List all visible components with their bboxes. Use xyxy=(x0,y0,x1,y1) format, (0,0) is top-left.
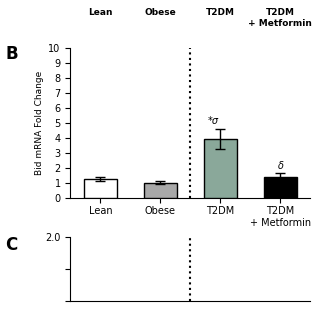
Text: *σ: *σ xyxy=(208,116,219,126)
Bar xyxy=(144,183,177,198)
Text: δ: δ xyxy=(277,161,284,171)
Y-axis label: Bid mRNA Fold Change: Bid mRNA Fold Change xyxy=(35,71,44,175)
Text: B: B xyxy=(6,45,18,63)
Bar xyxy=(84,179,117,198)
Text: Obese: Obese xyxy=(145,8,176,18)
Text: C: C xyxy=(6,236,18,253)
Text: T2DM: T2DM xyxy=(206,8,235,18)
Bar xyxy=(264,177,297,198)
Text: Lean: Lean xyxy=(88,8,113,18)
Bar xyxy=(204,139,237,198)
Text: T2DM
+ Metformin: T2DM + Metformin xyxy=(248,8,312,28)
